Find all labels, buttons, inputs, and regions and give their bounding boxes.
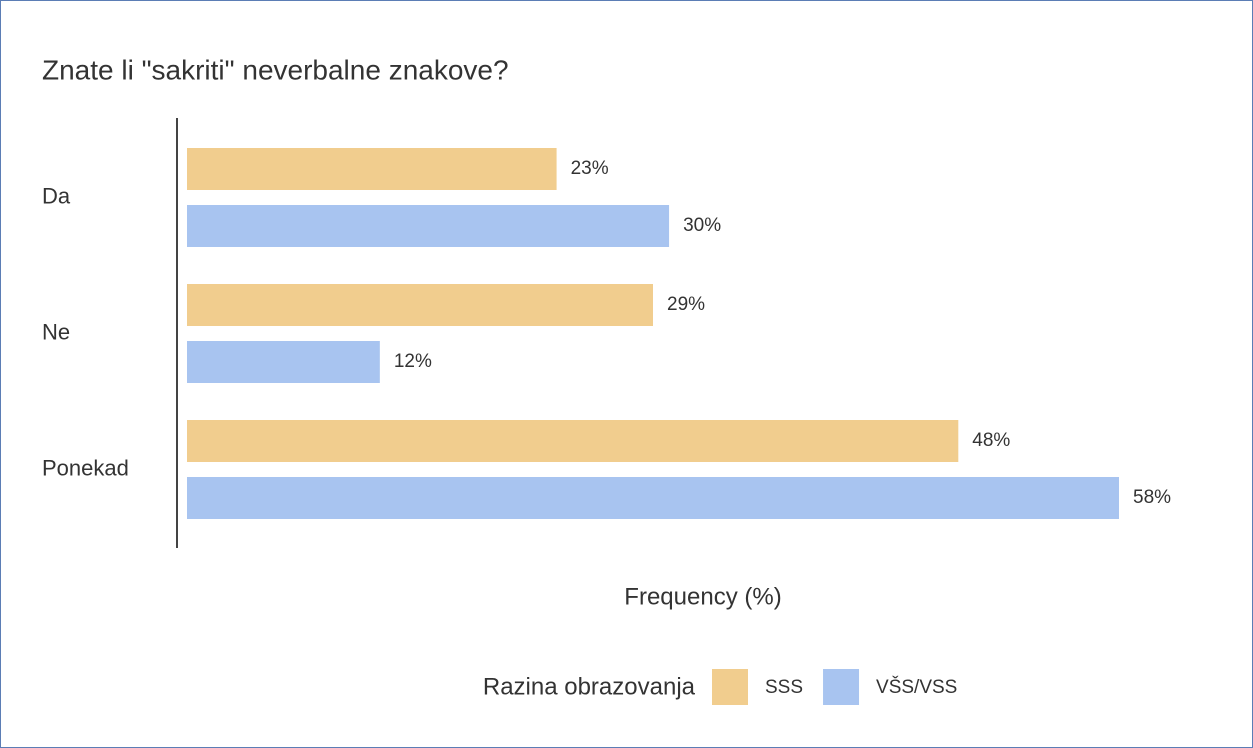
value-label: 30% xyxy=(683,215,721,236)
legend-swatch xyxy=(712,669,748,705)
bar xyxy=(187,284,653,326)
value-label: 12% xyxy=(394,351,432,372)
bar xyxy=(187,205,670,247)
bar xyxy=(187,148,557,190)
value-label: 23% xyxy=(571,158,609,179)
x-axis-label: Frequency (%) xyxy=(624,583,781,610)
y-tick-label: Da xyxy=(42,183,71,208)
legend-swatch xyxy=(823,669,860,705)
legend-title: Razina obrazovanja xyxy=(483,673,696,700)
value-label: 29% xyxy=(667,294,705,315)
chart-title: Znate li "sakriti" neverbalne znakove? xyxy=(42,54,509,85)
y-tick-label: Ponekad xyxy=(42,455,129,480)
bar xyxy=(187,420,959,462)
value-label: 48% xyxy=(972,430,1010,451)
value-label: 58% xyxy=(1133,487,1171,508)
bar xyxy=(187,341,380,383)
bar xyxy=(187,477,1119,519)
y-tick-label: Ne xyxy=(42,319,70,344)
legend-label: SSS xyxy=(765,677,803,698)
legend-label: VŠS/VSS xyxy=(876,676,957,698)
